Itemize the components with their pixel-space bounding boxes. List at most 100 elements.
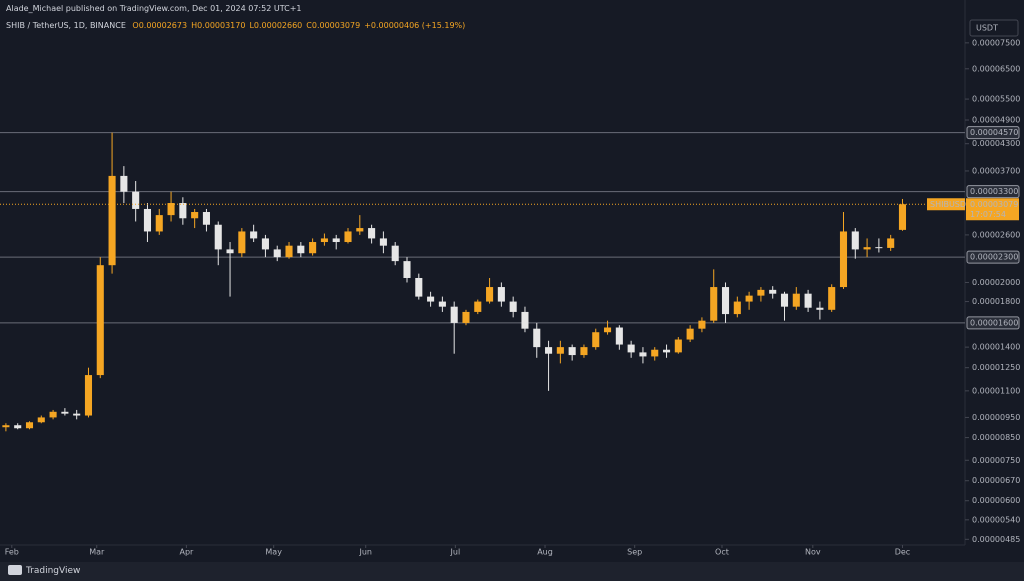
candle-body [108, 175, 116, 266]
candle-body [332, 238, 340, 243]
footer: TradingView [0, 562, 1024, 581]
legend: SHIB / TetherUS, 1D, BINANCE O0.00002673… [6, 21, 469, 30]
level-label: 0.00003300 [970, 187, 1018, 196]
candle-body [191, 212, 199, 219]
y-tick-label: 0.00001250 [972, 363, 1020, 372]
y-tick-label: 0.00001100 [972, 386, 1020, 395]
candle-body [202, 212, 210, 225]
y-tick-label: 0.00001400 [972, 343, 1020, 352]
y-tick-label: 0.00000850 [972, 433, 1020, 442]
y-tick-label: 0.00002000 [972, 278, 1020, 287]
candle-body [533, 328, 541, 348]
candle-body [497, 287, 505, 302]
x-tick-label: Apr [179, 548, 194, 557]
currency: USDT [976, 24, 998, 33]
candle-body [25, 422, 34, 429]
x-tick-label: Oct [715, 548, 729, 557]
y-tick-label: 0.00000950 [972, 413, 1020, 422]
candle-body [662, 349, 671, 353]
y-tick-label: 0.00004300 [972, 139, 1020, 148]
y-tick-label: 0.00004900 [972, 116, 1020, 125]
candle-body [132, 191, 140, 209]
last-price-symbol: SHIBUSDT [930, 200, 971, 209]
candle-body [462, 311, 470, 323]
candle-body [344, 231, 352, 243]
candle-body [238, 231, 246, 254]
candle-body [84, 375, 93, 416]
candle-body [356, 228, 364, 232]
x-tick-label: May [265, 548, 282, 557]
candle-body [297, 245, 305, 254]
candle-body [49, 411, 57, 418]
candle-body [250, 231, 258, 239]
candle-body [285, 245, 293, 258]
candle-body [792, 293, 800, 307]
candle-body [898, 204, 907, 230]
candle-body [96, 265, 104, 376]
candle-body [167, 203, 175, 216]
candle-body [651, 349, 659, 357]
byline: Alade_Michael published on TradingView.c… [6, 4, 302, 13]
y-tick-label: 0.00000485 [972, 535, 1020, 544]
candle-body [545, 347, 553, 354]
ohlc-value: C0.00003079 [306, 21, 361, 30]
logo [8, 565, 22, 575]
candle-body [769, 289, 777, 294]
last-price-box [966, 198, 1019, 221]
x-tick-label: Sep [627, 548, 642, 557]
candle-body [73, 413, 81, 416]
candle-body [120, 175, 128, 192]
candle-body [710, 287, 718, 321]
y-tick-label: 0.00006500 [972, 64, 1020, 73]
candle-body [686, 328, 694, 340]
candle-body [839, 231, 848, 288]
candle-body [403, 261, 411, 278]
level-label: 0.00001600 [970, 318, 1018, 327]
candle-body [780, 293, 789, 307]
candle-body [851, 231, 859, 250]
candle-body [804, 293, 812, 308]
candle-body [580, 347, 588, 356]
candle-body [226, 249, 234, 254]
level-box [966, 126, 1020, 140]
candle-body [273, 249, 281, 258]
candle-body [509, 301, 517, 312]
candle-body [379, 238, 387, 246]
candle-body [863, 247, 871, 250]
candle-body [368, 228, 376, 239]
level-box [966, 185, 1020, 199]
countdown: 17:07:54 [970, 210, 1006, 219]
candle-body [733, 301, 741, 315]
candle-body [816, 307, 824, 310]
symbol: SHIB / TetherUS, 1D, BINANCE [6, 21, 126, 30]
candle-body [745, 295, 753, 302]
candle-body [214, 224, 222, 250]
candle-body [415, 277, 423, 297]
candle-body [486, 287, 494, 302]
ohlc-value: L0.00002660 [249, 21, 303, 30]
candle-body [568, 347, 576, 356]
x-tick-label: Jul [450, 548, 461, 557]
ohlc-value: H0.00003170 [191, 21, 246, 30]
candle-body [615, 327, 623, 345]
candle-body [450, 306, 458, 323]
candle-body [556, 347, 564, 354]
candle-body [757, 289, 765, 296]
x-tick-label: Dec [895, 548, 910, 557]
y-tick-label: 0.00001800 [972, 297, 1020, 306]
level-box [966, 250, 1020, 264]
candle-body [155, 215, 163, 232]
y-tick-label: 0.00000540 [972, 515, 1020, 524]
candle-body [639, 352, 647, 357]
candle-body [474, 301, 482, 312]
x-tick-label: Nov [805, 548, 821, 557]
ohlc-value: O0.00002673 [132, 21, 188, 30]
currency-box[interactable] [969, 19, 1019, 37]
candle-body [391, 245, 399, 262]
y-tick-label: 0.00003700 [972, 166, 1020, 175]
candle-body [309, 242, 317, 254]
candle-body [887, 238, 895, 248]
candle-body [37, 417, 45, 423]
candle-body [604, 327, 612, 333]
